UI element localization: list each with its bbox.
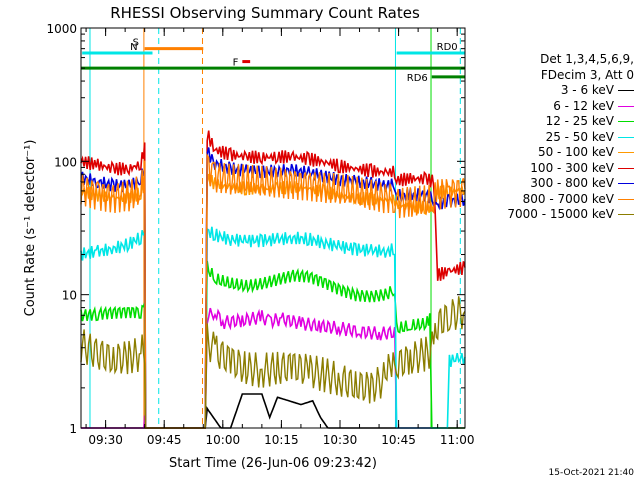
legend-label: 100 - 300 keV bbox=[530, 160, 614, 175]
x-tick-label-5: 10:45 bbox=[381, 433, 416, 447]
legend-item: 6 - 12 keV bbox=[507, 99, 634, 115]
series-line-8 bbox=[80, 296, 466, 429]
series-line-7 bbox=[80, 152, 466, 429]
axes: 09:30 09:45 10:00 10:15 10:30 10:45 11:00 1 10 10… bbox=[46, 22, 474, 447]
legend-item: 7000 - 15000 keV bbox=[507, 207, 634, 223]
flag-bars: SN F RD0 RD6 bbox=[81, 38, 465, 84]
legend-label: 800 - 7000 keV bbox=[522, 191, 614, 206]
y-tick-label-0: 1 bbox=[69, 422, 77, 436]
x-tick-label-6: 11:00 bbox=[440, 433, 475, 447]
legend-rows: 3 - 6 keV 6 - 12 keV 12 - 25 keV 25 - 50 ke… bbox=[507, 83, 634, 223]
legend-swatch bbox=[618, 90, 634, 91]
legend-item: 3 - 6 keV bbox=[507, 83, 634, 99]
y-axis-label: Count Rate (s⁻¹ detector⁻¹) bbox=[23, 140, 38, 317]
legend-item: 25 - 50 keV bbox=[507, 130, 634, 146]
flag-label-4: RD6 bbox=[407, 73, 428, 84]
legend-item: 50 - 100 keV bbox=[507, 145, 634, 161]
legend-item: 100 - 300 keV bbox=[507, 161, 634, 177]
flag-label-2: F bbox=[233, 58, 239, 69]
series-group bbox=[80, 130, 466, 429]
plot-frame bbox=[80, 27, 466, 429]
flag-label-1: N bbox=[130, 42, 137, 53]
timestamp: 15-Oct-2021 21:40 bbox=[548, 468, 634, 478]
legend-item: 12 - 25 keV bbox=[507, 114, 634, 130]
legend-header-2: FDecim 3, Att 0 bbox=[540, 67, 634, 82]
x-axis-label: Start Time (26-Jun-06 09:23:42) bbox=[169, 456, 377, 471]
legend-label: 25 - 50 keV bbox=[545, 129, 614, 144]
x-tick-label-2: 10:00 bbox=[206, 433, 241, 447]
series-line-2 bbox=[80, 260, 465, 429]
flag-label-0: S bbox=[133, 38, 139, 49]
x-tick-label-1: 09:45 bbox=[147, 433, 182, 447]
flag-label-3: RD0 bbox=[437, 42, 458, 53]
legend-item: 300 - 800 keV bbox=[507, 176, 634, 192]
legend-swatch bbox=[618, 198, 634, 200]
legend-swatch bbox=[618, 105, 634, 107]
legend-label: 3 - 6 keV bbox=[560, 83, 614, 97]
legend-label: 12 - 25 keV bbox=[545, 114, 614, 128]
series-line-5 bbox=[80, 130, 466, 429]
legend-item: 800 - 7000 keV bbox=[507, 192, 634, 208]
legend-label: 300 - 800 keV bbox=[530, 176, 614, 190]
legend-label: 50 - 100 keV bbox=[537, 145, 614, 159]
y-tick-label-2: 100 bbox=[54, 155, 77, 169]
series-line-0 bbox=[81, 393, 465, 429]
y-tick-label-1: 10 bbox=[62, 289, 77, 303]
legend-label: 7000 - 15000 keV bbox=[507, 207, 614, 221]
series-line-4 bbox=[80, 173, 466, 429]
legend-swatch bbox=[618, 167, 634, 169]
legend-swatch bbox=[618, 183, 634, 184]
legend-label: 6 - 12 keV bbox=[553, 98, 614, 113]
legend-swatch bbox=[618, 152, 634, 153]
y-tick-label-3: 1000 bbox=[46, 22, 77, 36]
x-tick-label-4: 10:30 bbox=[323, 433, 358, 447]
x-tick-label-0: 09:30 bbox=[88, 433, 123, 447]
legend-swatch bbox=[618, 136, 634, 138]
chart-title: RHESSI Observing Summary Count Rates bbox=[110, 4, 420, 22]
legend-swatch bbox=[618, 121, 634, 122]
legend-header-1: Det 1,3,4,5,6,9, bbox=[540, 52, 634, 66]
legend: Det 1,3,4,5,6,9, FDecim 3, Att 0 3 - 6 k… bbox=[507, 52, 634, 223]
legend-swatch bbox=[618, 214, 634, 215]
x-tick-label-3: 10:15 bbox=[264, 433, 299, 447]
